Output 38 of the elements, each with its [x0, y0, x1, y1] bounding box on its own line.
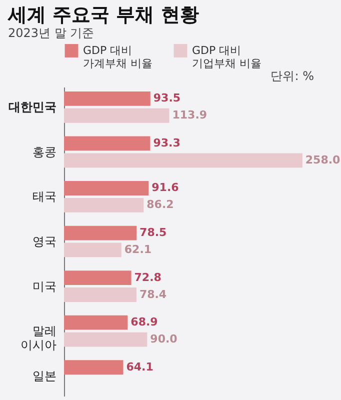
chart-title: 세계 주요국 부채 현황: [7, 4, 199, 26]
bar: [64, 226, 137, 240]
bar: [64, 153, 302, 168]
bar: [64, 315, 128, 330]
bar: [64, 108, 170, 123]
y-tick-label: 대한민국: [8, 100, 56, 114]
y-tick-label: 홍콩: [32, 144, 56, 159]
chart-subtitle: 2023년 말 기준: [8, 26, 94, 40]
data-label: 93.3: [153, 136, 180, 150]
bar: [64, 288, 136, 302]
bar: [64, 332, 148, 347]
text: 단위: %: [270, 69, 314, 83]
data-label: 72.8: [134, 270, 162, 284]
bar: [64, 360, 124, 375]
y-tick-label: 영국: [32, 234, 56, 248]
y-tick-label: 일본: [32, 368, 56, 383]
legend-label: GDP 대비 기업부채 비율: [192, 44, 262, 70]
data-label: 78.5: [140, 226, 167, 240]
y-tick-label: 미국: [32, 279, 56, 294]
data-label: 62.1: [124, 242, 152, 256]
y-tick-label: 태국: [32, 190, 56, 204]
data-label: 93.5: [153, 92, 181, 105]
bar: [64, 270, 132, 286]
bar: [64, 91, 150, 106]
y-tick-label: 말레 이시아: [20, 324, 56, 352]
legend-label: GDP 대비 가계부채 비율: [83, 44, 152, 70]
data-label: 78.4: [139, 288, 167, 301]
bar: [64, 136, 150, 151]
bar: [64, 242, 122, 258]
data-label: 90.0: [150, 332, 178, 346]
data-label: 68.9: [130, 316, 158, 329]
data-label: 86.2: [146, 198, 174, 212]
data-label: 258.0: [305, 153, 341, 166]
data-label: 113.9: [172, 108, 208, 122]
bar: [64, 181, 149, 196]
bar: [64, 198, 144, 212]
data-label: 64.1: [126, 360, 154, 374]
data-label: 91.6: [152, 181, 180, 194]
